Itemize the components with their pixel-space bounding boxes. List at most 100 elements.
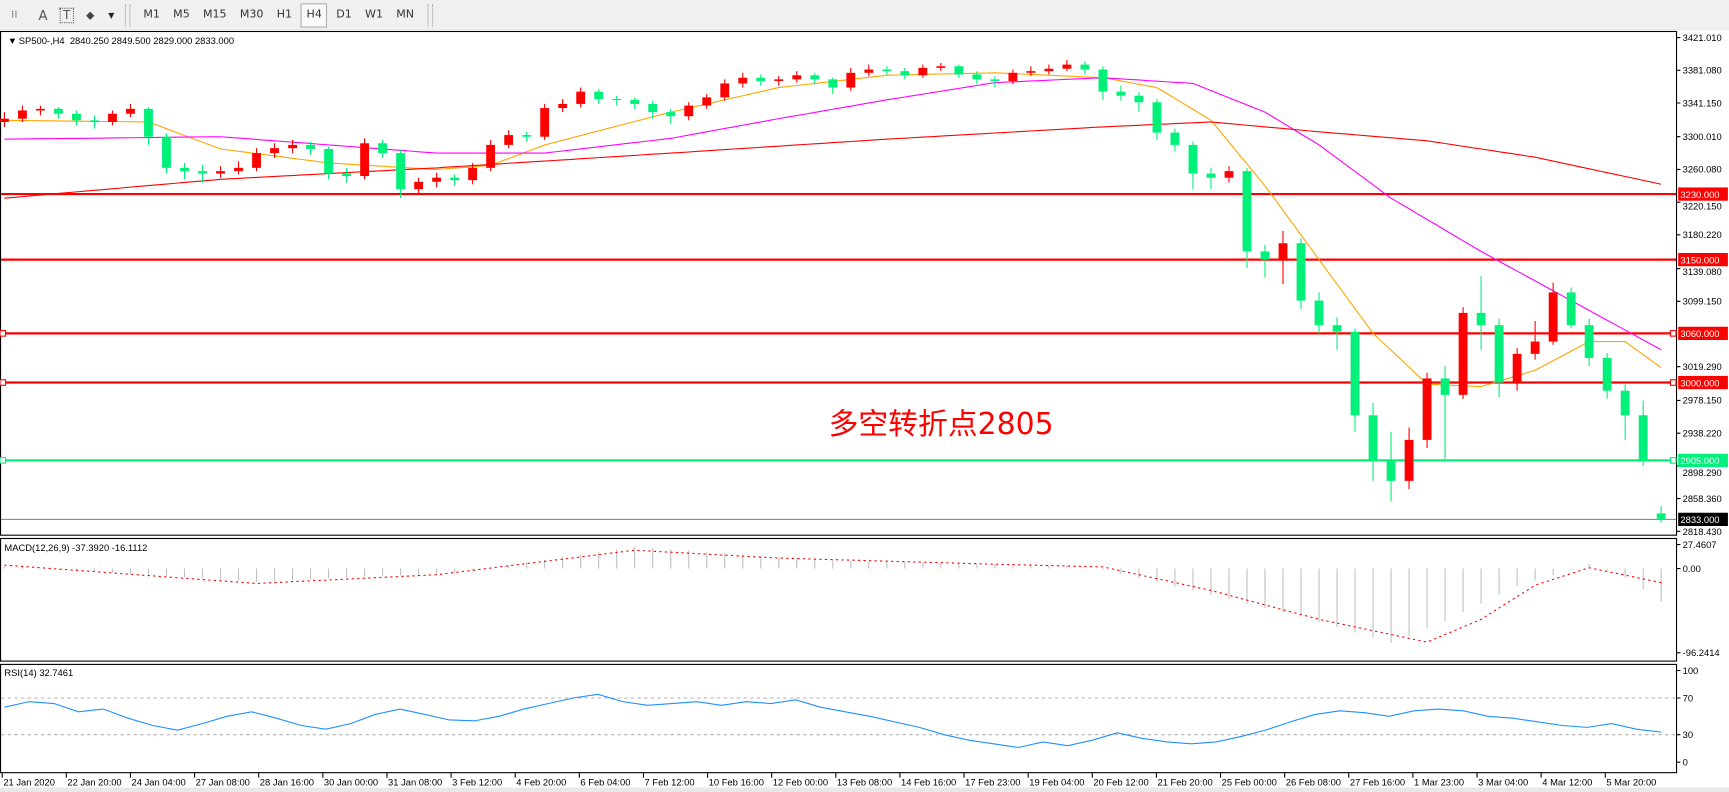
candle-body: [774, 79, 784, 81]
candle-body: [1386, 460, 1396, 481]
time-tick-label: 19 Feb 04:00: [1029, 777, 1084, 787]
macd-tick-label: 27.4607: [1683, 540, 1717, 550]
annotation-text[interactable]: 多空转折点2805: [829, 407, 1054, 442]
candle-body: [396, 153, 406, 190]
candle-body: [1296, 243, 1306, 301]
arrows-dropdown-icon[interactable]: ▾: [108, 7, 115, 23]
price-tick-label: 3300.010: [1683, 132, 1722, 142]
time-tick-label: 5 Mar 20:00: [1606, 777, 1656, 787]
candle-body: [792, 75, 802, 80]
level-handle: [0, 379, 7, 386]
time-tick-label: 1 Mar 23:00: [1414, 777, 1464, 787]
chart-canvas[interactable]: 3421.010 3381.080 3341.150 3300.010 3260.080…: [0, 29, 1729, 792]
candle-body: [684, 105, 694, 117]
candle: [180, 162, 189, 180]
chart-title-arrow-icon[interactable]: ▼: [8, 36, 17, 46]
price-tick-label: 2978.150: [1683, 396, 1722, 406]
macd-signal-line: [4, 549, 1662, 643]
candle-body: [1224, 171, 1234, 178]
grid-tool-icon[interactable]: ⁞⁞: [11, 9, 18, 21]
price-level-label: 3060.000: [1680, 329, 1719, 339]
time-tick-label: 10 Feb 16:00: [709, 777, 764, 787]
candle: [1350, 328, 1360, 432]
level-handle: [0, 457, 7, 464]
time-tick-label: 4 Mar 12:00: [1542, 777, 1592, 787]
candle-body: [864, 69, 874, 73]
candle-body: [1404, 439, 1414, 481]
candle-body: [1134, 95, 1144, 103]
candle: [738, 72, 748, 88]
price-tick-label: 3220.150: [1683, 202, 1722, 212]
candle: [306, 141, 315, 155]
candle-body: [1314, 300, 1324, 326]
candle: [432, 172, 442, 188]
timeframe-h4[interactable]: H4: [301, 2, 328, 28]
candle-body: [36, 108, 45, 111]
candle-body: [846, 72, 856, 88]
candle-body: [1332, 325, 1342, 332]
candle-body: [198, 171, 207, 174]
candle-body: [1548, 292, 1558, 342]
candle-body: [126, 108, 135, 114]
price-label-bg: [1678, 326, 1728, 340]
timeframe-m5[interactable]: M5: [173, 8, 190, 21]
candle-body: [288, 144, 297, 149]
rsi-line: [4, 693, 1662, 749]
candle: [450, 174, 460, 186]
candle: [342, 167, 351, 183]
time-tick-label: 21 Feb 20:00: [1158, 777, 1213, 787]
candle: [360, 138, 370, 180]
candle: [54, 107, 63, 119]
time-tick-label: 26 Feb 08:00: [1286, 777, 1341, 787]
candle: [1638, 400, 1648, 467]
candle-body: [828, 79, 838, 88]
candle: [1602, 353, 1612, 399]
timeframe-w1[interactable]: W1: [365, 8, 383, 21]
timeframe-h1[interactable]: H1: [276, 8, 293, 21]
text-tool-icon[interactable]: A: [38, 7, 48, 23]
candle-body: [1044, 68, 1054, 72]
time-tick-label: 20 Feb 12:00: [1093, 777, 1148, 787]
timeframe-mn[interactable]: MN: [396, 8, 415, 21]
candle: [468, 162, 478, 185]
candle-body: [1422, 378, 1432, 440]
candle: [1080, 61, 1090, 75]
candle-body: [432, 177, 442, 182]
candle: [108, 110, 117, 126]
candle: [522, 131, 532, 142]
price-label-bg: [1678, 512, 1728, 527]
time-tick-label: 13 Feb 08:00: [837, 777, 892, 787]
price-level-label: 3150.000: [1680, 255, 1719, 265]
candle-body: [738, 77, 748, 84]
timeframe-d1[interactable]: D1: [336, 8, 352, 21]
candle: [1188, 141, 1198, 190]
price-tick-label: 3381.080: [1683, 66, 1722, 76]
candle: [1530, 321, 1540, 360]
candle-body: [1638, 415, 1648, 461]
level-handle: [1669, 379, 1677, 386]
candle: [1242, 167, 1252, 268]
candle: [1404, 427, 1414, 490]
candle-body: [990, 79, 1000, 81]
candle-body: [1602, 357, 1612, 391]
rsi-title: RSI(14) 32.7461: [4, 668, 73, 678]
price-label-bg: [1678, 252, 1728, 267]
candle: [720, 79, 730, 101]
candle: [486, 139, 496, 172]
arrows-tool-icon[interactable]: ⬥: [86, 7, 95, 22]
candle: [1314, 292, 1324, 334]
candle-body: [108, 113, 117, 122]
text-label-tool-icon[interactable]: T: [59, 7, 74, 23]
candle: [504, 130, 514, 149]
time-tick-label: 17 Feb 23:00: [965, 777, 1020, 787]
candle-body: [756, 77, 766, 81]
price-tick-label: 3260.080: [1683, 165, 1722, 175]
timeframe-m30[interactable]: M30: [239, 8, 264, 21]
candle: [270, 143, 279, 159]
candle-body: [900, 71, 910, 76]
timeframe-m15[interactable]: M15: [202, 8, 227, 21]
price-level-label: 2833.000: [1680, 515, 1719, 525]
candle-body: [270, 148, 279, 154]
timeframe-m1[interactable]: M1: [143, 8, 160, 21]
candle-body: [468, 167, 478, 181]
